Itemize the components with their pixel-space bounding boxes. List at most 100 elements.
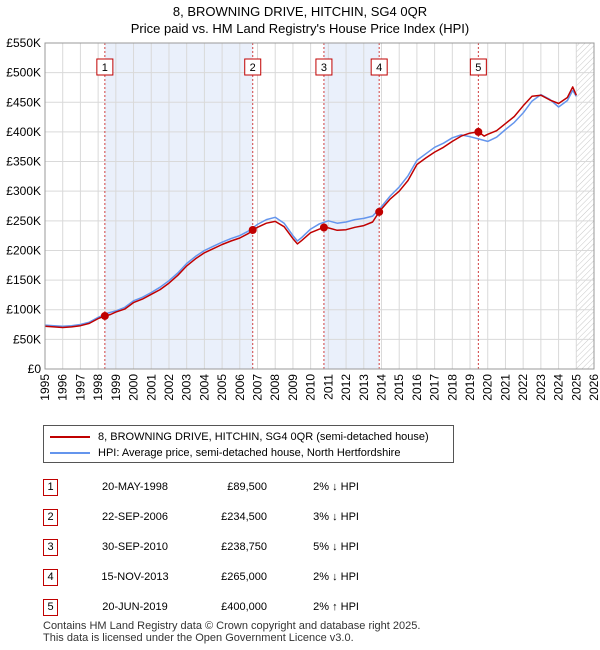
x-tick-label: 2025	[569, 374, 583, 401]
sale-price: £89,500	[227, 481, 267, 493]
footer-licence: This data is licensed under the Open Gov…	[43, 632, 354, 644]
x-tick-label: 1999	[109, 374, 123, 401]
annotation-label: 2	[250, 62, 256, 74]
legend-red-line-icon	[50, 436, 90, 438]
x-tick-label: 1998	[91, 374, 105, 401]
series-line	[44, 86, 577, 329]
x-tick-label: 2008	[268, 374, 282, 401]
sale-number-badge: 1	[43, 478, 58, 496]
y-tick-label: £0	[28, 362, 42, 376]
sale-price: £265,000	[221, 571, 267, 583]
annotation-box	[96, 58, 114, 76]
x-tick-label: 2020	[481, 374, 495, 401]
sale-date: 15-NOV-2013	[101, 571, 169, 583]
y-tick-label: £500K	[6, 66, 41, 80]
table-row: 2 22-SEP-2006 £234,500 3% ↓ HPI	[43, 502, 359, 532]
sale-point	[474, 127, 483, 136]
x-tick-label: 2013	[357, 374, 371, 401]
x-tick-label: 2018	[445, 374, 459, 401]
sale-number-badge: 2	[43, 508, 58, 526]
footer-copyright: Contains HM Land Registry data © Crown c…	[43, 620, 421, 632]
x-tick-label: 2001	[144, 374, 158, 401]
chart-legend: 8, BROWNING DRIVE, HITCHIN, SG4 0QR (sem…	[43, 425, 454, 463]
annotation-box	[370, 58, 388, 76]
chart-subtitle: Price paid vs. HM Land Registry's House …	[131, 21, 469, 36]
sales-table: 1 20-MAY-1998 £89,500 2% ↓ HPI 2 22-SEP-…	[43, 472, 359, 622]
x-tick-label: 2023	[534, 374, 548, 401]
sale-point	[100, 311, 109, 320]
table-row: 3 30-SEP-2010 £238,750 5% ↓ HPI	[43, 532, 359, 562]
legend-blue-line-icon	[50, 452, 90, 454]
sale-hpi-diff: 2% ↑ HPI	[313, 601, 359, 613]
x-tick-label: 2026	[587, 374, 600, 401]
x-tick-label: 2016	[410, 374, 424, 401]
x-tick-label: 2000	[127, 374, 141, 401]
x-tick-label: 2014	[374, 374, 388, 401]
y-tick-label: £550K	[6, 36, 41, 50]
x-tick-label: 2005	[215, 374, 229, 401]
chart-title: 8, BROWNING DRIVE, HITCHIN, SG4 0QR	[173, 4, 427, 19]
y-tick-label: £400K	[6, 125, 41, 139]
x-tick-label: 2007	[251, 374, 265, 401]
sale-hpi-diff: 3% ↓ HPI	[313, 511, 359, 523]
legend-item-property: 8, BROWNING DRIVE, HITCHIN, SG4 0QR (sem…	[50, 429, 429, 445]
sale-point	[319, 223, 328, 232]
x-tick-label: 1996	[56, 374, 70, 401]
sale-point	[375, 207, 384, 216]
annotation-box	[469, 58, 487, 76]
table-row: 5 20-JUN-2019 £400,000 2% ↑ HPI	[43, 592, 359, 622]
price-chart: 8, BROWNING DRIVE, HITCHIN, SG4 0QR Pric…	[6, 4, 600, 401]
sale-date: 20-MAY-1998	[101, 481, 169, 493]
annotation-box	[315, 58, 333, 76]
annotation-label: 4	[376, 62, 382, 74]
x-tick-label: 2021	[498, 374, 512, 401]
x-tick-label: 2011	[321, 374, 335, 400]
table-row: 4 15-NOV-2013 £265,000 2% ↓ HPI	[43, 562, 359, 592]
footer-notice: Contains HM Land Registry data © Crown c…	[43, 620, 420, 644]
y-tick-label: £50K	[13, 332, 41, 346]
sale-price: £238,750	[221, 541, 267, 553]
y-tick-label: £250K	[6, 214, 41, 228]
x-tick-label: 2024	[552, 374, 566, 401]
sale-price: £400,000	[221, 601, 267, 613]
x-tick-label: 2017	[428, 374, 442, 401]
legend-item-hpi: HPI: Average price, semi-detached house,…	[50, 445, 400, 461]
sale-hpi-diff: 5% ↓ HPI	[313, 541, 359, 553]
x-tick-label: 1995	[38, 374, 52, 401]
x-tick-label: 2006	[233, 374, 247, 401]
x-tick-label: 2012	[339, 374, 353, 401]
y-tick-label: £450K	[6, 95, 41, 109]
sale-date: 20-JUN-2019	[102, 601, 168, 613]
y-tick-label: £150K	[6, 273, 41, 287]
legend-label-hpi: HPI: Average price, semi-detached house,…	[98, 447, 401, 459]
annotation-label: 1	[102, 62, 108, 74]
annotation-label: 5	[475, 62, 481, 74]
sale-number-badge: 4	[43, 568, 58, 586]
x-tick-label: 2019	[463, 374, 477, 401]
shaded-interval	[104, 43, 253, 369]
forecast-region	[576, 43, 594, 369]
y-tick-label: £100K	[6, 303, 41, 317]
sale-date: 22-SEP-2006	[101, 511, 169, 523]
y-tick-label: £200K	[6, 243, 41, 257]
x-tick-label: 2003	[180, 374, 194, 401]
x-tick-label: 2004	[197, 374, 211, 401]
x-tick-label: 2015	[392, 374, 406, 401]
x-tick-label: 1997	[73, 374, 87, 401]
y-tick-label: £300K	[6, 184, 41, 198]
shaded-interval	[323, 43, 380, 369]
sale-number-badge: 3	[43, 538, 58, 556]
table-row: 1 20-MAY-1998 £89,500 2% ↓ HPI	[43, 472, 359, 502]
x-tick-label: 2002	[162, 374, 176, 401]
legend-label-property: 8, BROWNING DRIVE, HITCHIN, SG4 0QR (sem…	[98, 431, 429, 443]
x-tick-label: 2009	[286, 374, 300, 401]
x-tick-label: 2010	[304, 374, 318, 401]
sale-date: 30-SEP-2010	[101, 541, 169, 553]
sale-price: £234,500	[221, 511, 267, 523]
sale-hpi-diff: 2% ↓ HPI	[313, 571, 359, 583]
sale-hpi-diff: 2% ↓ HPI	[313, 481, 359, 493]
annotation-label: 3	[321, 62, 327, 74]
annotation-box	[244, 58, 262, 76]
plot-border	[44, 42, 595, 370]
y-tick-label: £350K	[6, 155, 41, 169]
